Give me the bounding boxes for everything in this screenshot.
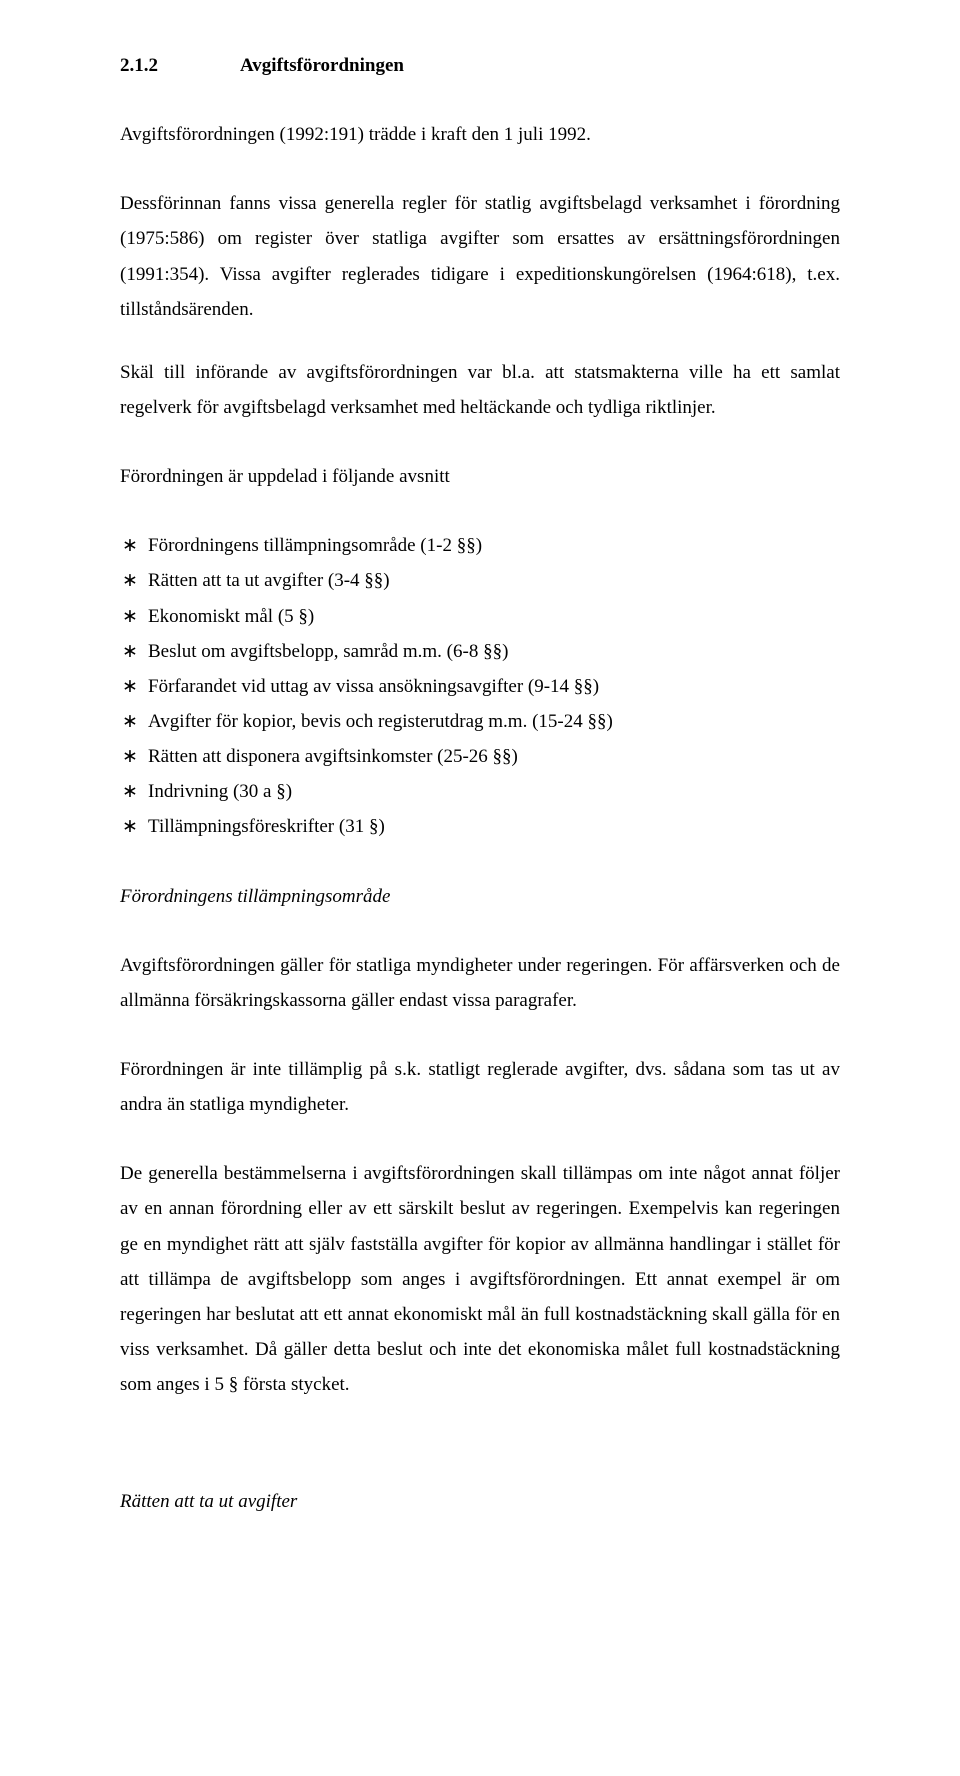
paragraph: Skäl till införande av avgiftsförordning… <box>120 355 840 425</box>
list-item-text: Rätten att ta ut avgifter (3-4 §§) <box>148 570 390 591</box>
paragraph: Avgiftsförordningen gäller för statliga … <box>120 948 840 1018</box>
list-item: Förordningens tillämpningsområde (1-2 §§… <box>120 528 840 563</box>
paragraph: Dessförinnan fanns vissa generella regle… <box>120 186 840 327</box>
list-item-text: Indrivning (30 a §) <box>148 781 292 802</box>
list-item: Ekonomiskt mål (5 §) <box>120 599 840 634</box>
list-item: Rätten att ta ut avgifter (3-4 §§) <box>120 563 840 598</box>
list-item-text: Förfarandet vid uttag av vissa ansökning… <box>148 676 599 697</box>
subsection-label: Förordningens tillämpningsområde <box>120 879 840 914</box>
list-item: Indrivning (30 a §) <box>120 774 840 809</box>
paragraph: Förordningen är inte tillämplig på s.k. … <box>120 1052 840 1122</box>
list-item-text: Beslut om avgiftsbelopp, samråd m.m. (6-… <box>148 641 508 662</box>
subsection-label: Rätten att ta ut avgifter <box>120 1484 840 1519</box>
list-item-text: Förordningens tillämpningsområde (1-2 §§… <box>148 535 482 556</box>
heading-title: Avgiftsförordningen <box>240 48 404 83</box>
paragraph: De generella bestämmelserna i avgiftsför… <box>120 1156 840 1402</box>
list-item: Rätten att disponera avgiftsinkomster (2… <box>120 739 840 774</box>
paragraph: Förordningen är uppdelad i följande avsn… <box>120 459 840 494</box>
list-item-text: Ekonomiskt mål (5 §) <box>148 606 314 627</box>
paragraph: Avgiftsförordningen (1992:191) trädde i … <box>120 117 840 152</box>
list-item: Avgifter för kopior, bevis och registeru… <box>120 704 840 739</box>
list-item: Tillämpningsföreskrifter (31 §) <box>120 809 840 844</box>
list-item: Beslut om avgiftsbelopp, samråd m.m. (6-… <box>120 634 840 669</box>
list-item-text: Avgifter för kopior, bevis och registeru… <box>148 711 613 732</box>
list-item: Förfarandet vid uttag av vissa ansökning… <box>120 669 840 704</box>
section-heading: 2.1.2 Avgiftsförordningen <box>120 48 840 83</box>
list-item-text: Tillämpningsföreskrifter (31 §) <box>148 816 385 837</box>
list-item-text: Rätten att disponera avgiftsinkomster (2… <box>148 746 518 767</box>
heading-number: 2.1.2 <box>120 48 158 83</box>
bullet-list: Förordningens tillämpningsområde (1-2 §§… <box>120 528 840 844</box>
